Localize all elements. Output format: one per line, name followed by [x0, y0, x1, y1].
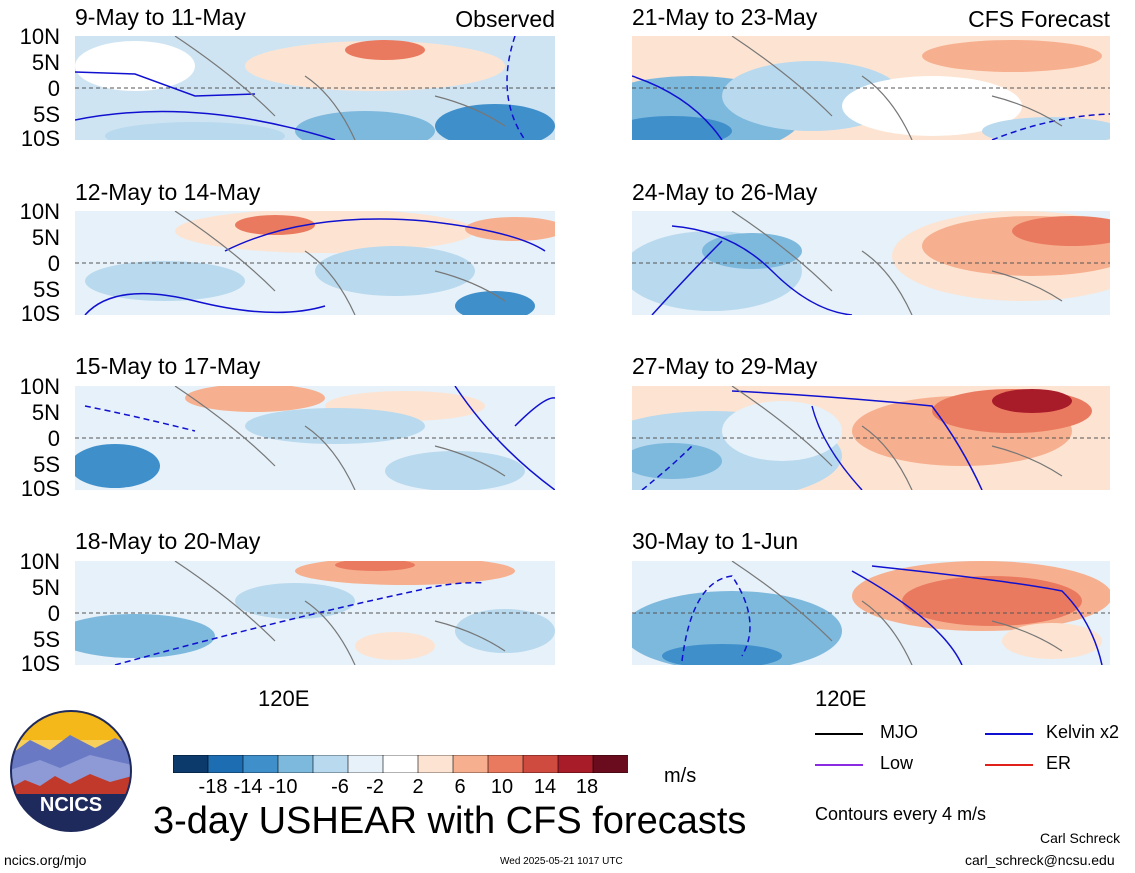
- panel-title: 18-May to 20-May: [75, 528, 261, 554]
- shear-field: [75, 561, 555, 665]
- timestamp: Wed 2025-05-21 1017 UTC: [500, 856, 623, 867]
- colorbar-swatch: [382, 754, 419, 774]
- lat-label: 10N: [19, 199, 60, 224]
- lon-label-left: 120E: [258, 686, 310, 711]
- colorbar-swatch: [312, 754, 349, 774]
- colorbar-tick-label: -6: [331, 776, 349, 798]
- author-email: carl_schreck@ncsu.edu: [965, 852, 1115, 868]
- site-url: ncics.org/mjo: [4, 852, 87, 868]
- legend-low: Low: [880, 753, 914, 773]
- shear-field: [75, 386, 555, 490]
- lat-label: 0: [47, 76, 60, 101]
- colorbar-tick-label: -2: [366, 776, 384, 798]
- shear-field: [75, 211, 555, 315]
- colorbar-swatch: [557, 754, 594, 774]
- map-panel: [75, 36, 555, 140]
- map-panel: [75, 386, 555, 490]
- colorbar-swatch: [487, 754, 524, 774]
- panel-title: 21-May to 23-May: [632, 4, 818, 30]
- lat-label: 5S: [33, 102, 60, 127]
- legend-kelvin: Kelvin x2: [1046, 722, 1120, 742]
- legend-er: ER: [1046, 753, 1072, 773]
- colorbar-tick-label: 14: [533, 776, 557, 798]
- contour-note: Contours every 4 m/s: [815, 804, 987, 824]
- colorbar-tick-label: 6: [454, 776, 466, 798]
- er-line-swatch: [985, 764, 1033, 766]
- colorbar-swatch: [522, 754, 559, 774]
- mjo-line-swatch: [815, 733, 863, 735]
- panel-title: 24-May to 26-May: [632, 179, 818, 205]
- legend-mjo: MJO: [880, 722, 918, 742]
- colorbar-swatches: [172, 754, 629, 774]
- lon-label-right: 120E: [815, 686, 867, 711]
- lat-label: 0: [47, 601, 60, 626]
- lat-label: 10N: [19, 549, 60, 574]
- lat-label: 0: [47, 251, 60, 276]
- lat-label: 5S: [33, 452, 60, 477]
- map-panel: [632, 386, 1110, 490]
- logo-text: NCICS: [40, 794, 102, 816]
- colorbar-swatch: [592, 754, 629, 774]
- map-panel: [75, 561, 555, 665]
- lat-label: 5N: [31, 50, 60, 75]
- panel-title: 27-May to 29-May: [632, 353, 818, 379]
- colorbar-units: m/s: [664, 765, 697, 787]
- map-panel: [632, 561, 1110, 665]
- lat-label: 5N: [31, 400, 60, 425]
- colorbar-swatch: [347, 754, 384, 774]
- logo-graphic: NCICS: [10, 710, 132, 832]
- colorbar-swatch: [172, 754, 209, 774]
- lat-label: 5S: [33, 277, 60, 302]
- colorbar: [172, 754, 629, 774]
- low-line-swatch: [815, 764, 863, 766]
- map-panel: [632, 211, 1110, 315]
- panel-title: 15-May to 17-May: [75, 353, 261, 379]
- colorbar-tick-label: 10: [490, 776, 514, 798]
- shear-field: [632, 561, 1110, 665]
- lat-label: 10S: [20, 476, 60, 501]
- colorbar-tick-label: 18: [575, 776, 599, 798]
- shear-field: [632, 36, 1110, 140]
- colorbar-tick-label: 2: [412, 776, 424, 798]
- lat-label: 5N: [31, 225, 60, 250]
- lat-label: 10N: [19, 24, 60, 49]
- observed-label: Observed: [455, 6, 555, 32]
- colorbar-swatch: [242, 754, 279, 774]
- panel-title: 30-May to 1-Jun: [632, 528, 799, 554]
- lat-label: 10S: [20, 301, 60, 326]
- lat-label: 5N: [31, 575, 60, 600]
- ncics-logo: NCICS: [10, 710, 132, 832]
- shear-field: [75, 36, 555, 140]
- panel-title: 12-May to 14-May: [75, 179, 261, 205]
- map-panel: [632, 36, 1110, 140]
- cfs-forecast-label: CFS Forecast: [968, 6, 1110, 32]
- kelvin-line-swatch: [985, 733, 1033, 735]
- map-panel: [75, 211, 555, 315]
- colorbar-swatch: [417, 754, 454, 774]
- lat-label: 0: [47, 426, 60, 451]
- colorbar-swatch: [207, 754, 244, 774]
- shear-field: [632, 211, 1110, 315]
- lat-label: 5S: [33, 627, 60, 652]
- lat-label: 10S: [20, 651, 60, 676]
- panel-title: 9-May to 11-May: [75, 4, 246, 30]
- author: Carl Schreck: [1040, 830, 1121, 846]
- shear-field: [632, 386, 1110, 490]
- main-title: 3-day USHEAR with CFS forecasts: [153, 800, 747, 842]
- colorbar-swatch: [452, 754, 489, 774]
- colorbar-tick-label: -10: [268, 776, 298, 798]
- lat-label: 10N: [19, 374, 60, 399]
- colorbar-tick-label: -18: [198, 776, 228, 798]
- lat-label: 10S: [20, 126, 60, 151]
- colorbar-tick-label: -14: [233, 776, 263, 798]
- colorbar-swatch: [277, 754, 314, 774]
